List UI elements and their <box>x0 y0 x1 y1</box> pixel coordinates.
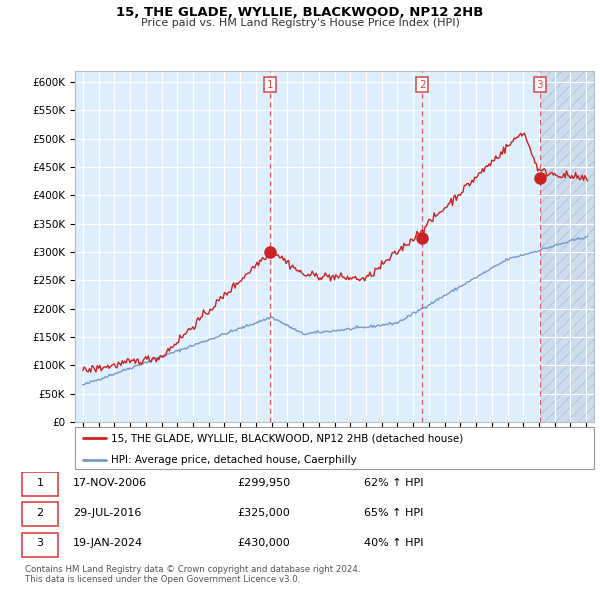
Text: Price paid vs. HM Land Registry's House Price Index (HPI): Price paid vs. HM Land Registry's House … <box>140 18 460 28</box>
Text: 3: 3 <box>37 538 43 548</box>
Bar <box>270 71 540 422</box>
Text: £299,950: £299,950 <box>237 478 290 488</box>
Bar <box>540 71 594 422</box>
Text: 40% ↑ HPI: 40% ↑ HPI <box>364 538 423 548</box>
Text: This data is licensed under the Open Government Licence v3.0.: This data is licensed under the Open Gov… <box>25 575 300 584</box>
Text: 62% ↑ HPI: 62% ↑ HPI <box>364 478 423 488</box>
FancyBboxPatch shape <box>22 533 58 556</box>
Text: 2: 2 <box>37 508 43 518</box>
Text: 15, THE GLADE, WYLLIE, BLACKWOOD, NP12 2HB: 15, THE GLADE, WYLLIE, BLACKWOOD, NP12 2… <box>116 6 484 19</box>
FancyBboxPatch shape <box>22 472 58 496</box>
Text: £430,000: £430,000 <box>237 538 290 548</box>
Text: 29-JUL-2016: 29-JUL-2016 <box>73 508 141 518</box>
Text: 3: 3 <box>536 80 543 90</box>
Text: £325,000: £325,000 <box>237 508 290 518</box>
FancyBboxPatch shape <box>22 502 58 526</box>
Text: 65% ↑ HPI: 65% ↑ HPI <box>364 508 423 518</box>
Text: Contains HM Land Registry data © Crown copyright and database right 2024.: Contains HM Land Registry data © Crown c… <box>25 565 361 574</box>
Text: 15, THE GLADE, WYLLIE, BLACKWOOD, NP12 2HB (detached house): 15, THE GLADE, WYLLIE, BLACKWOOD, NP12 2… <box>112 434 464 444</box>
Text: 17-NOV-2006: 17-NOV-2006 <box>73 478 147 488</box>
Text: 1: 1 <box>266 80 273 90</box>
Text: 19-JAN-2024: 19-JAN-2024 <box>73 538 143 548</box>
FancyBboxPatch shape <box>75 427 594 469</box>
Text: 1: 1 <box>37 478 43 488</box>
Text: 2: 2 <box>419 80 425 90</box>
Text: HPI: Average price, detached house, Caerphilly: HPI: Average price, detached house, Caer… <box>112 455 357 465</box>
